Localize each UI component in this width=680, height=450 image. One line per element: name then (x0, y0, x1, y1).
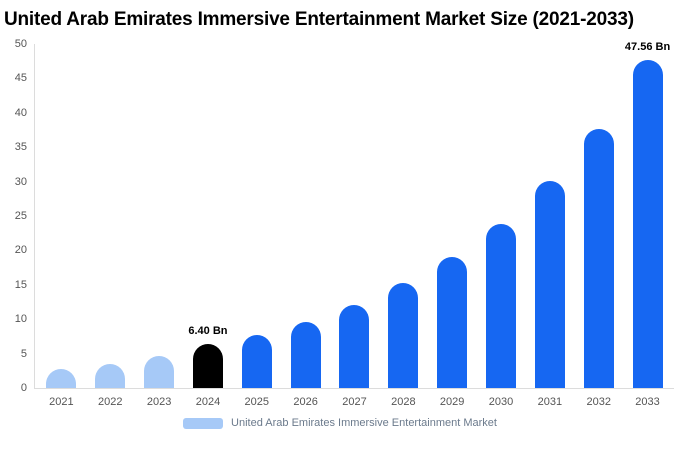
x-axis-label: 2021 (49, 396, 74, 408)
legend-swatch (183, 417, 224, 429)
y-axis-tick-label: 10 (14, 313, 27, 326)
y-axis-tick-label: 45 (14, 72, 27, 85)
y-axis-tick-label: 15 (14, 278, 27, 291)
y-axis-tick-label: 35 (14, 141, 27, 154)
bar-2023[interactable] (144, 356, 175, 388)
x-axis-label: 2031 (537, 396, 563, 408)
bar-value-label: 47.56 Bn (624, 40, 671, 53)
bar-2031[interactable] (534, 181, 565, 388)
bar-column: 2022 (87, 44, 133, 408)
y-axis-tick-label: 50 (14, 38, 27, 50)
bar-2025[interactable] (241, 334, 272, 388)
bar-column: 2032 (576, 44, 622, 408)
bar-2029[interactable] (437, 256, 468, 388)
bar-2026[interactable] (290, 321, 321, 388)
x-axis-label: 2027 (342, 396, 367, 408)
x-axis-label: 2032 (586, 396, 611, 408)
x-axis-label: 2029 (439, 396, 465, 408)
page-title: United Arab Emirates Immersive Entertain… (4, 9, 634, 30)
bar-column: 2028 (380, 44, 426, 408)
x-axis-label: 2026 (293, 396, 318, 408)
y-axis-tick-label: 5 (20, 347, 27, 360)
x-axis-label: 2022 (98, 396, 123, 408)
y-axis: 0 5 10 15 20 25 30 35 40 45 50 (1, 38, 29, 394)
y-axis-tick-label: 30 (14, 175, 27, 188)
x-axis-label: 2023 (146, 396, 172, 408)
x-axis-label: 2025 (244, 396, 270, 408)
bar-column: 2021 (38, 44, 84, 408)
bar-column: 2023 (136, 44, 182, 408)
bar-column: 2031 (527, 44, 573, 408)
bar-column: 6.40 Bn 2024 (185, 44, 231, 408)
x-axis-label: 2033 (635, 396, 660, 408)
bar-column: 47.56 Bn 2033 (624, 40, 671, 408)
bar-column: 2026 (283, 44, 329, 408)
y-axis-tick-label: 0 (20, 382, 27, 394)
x-axis-label: 2028 (391, 396, 416, 408)
bar-value-label: 6.40 Bn (188, 324, 228, 337)
legend[interactable]: United Arab Emirates Immersive Entertain… (0, 417, 680, 429)
bar-2021[interactable] (46, 368, 77, 388)
bar-2024[interactable] (192, 343, 223, 388)
bar-column: 2030 (478, 44, 524, 408)
y-axis-tick-label: 40 (14, 106, 27, 119)
bar-2027[interactable] (339, 305, 370, 388)
y-axis-tick-label: 20 (14, 244, 27, 257)
y-axis-tick-label: 25 (14, 210, 27, 222)
bar-2030[interactable] (486, 223, 517, 388)
bar-2033[interactable] (632, 59, 663, 388)
bar-column: 2027 (331, 44, 377, 408)
chart-area: 0 5 10 15 20 25 30 35 40 45 50 2021 2022 2023 6.40 Bn… (15, 38, 674, 408)
x-axis-label: 2024 (195, 396, 221, 408)
bar-2022[interactable] (95, 363, 126, 388)
plot-area: 2021 2022 2023 6.40 Bn 2024 2025 2026 2027 2028 2… (35, 40, 674, 408)
bar-2028[interactable] (388, 283, 419, 388)
x-axis-label: 2030 (488, 396, 514, 408)
bar-2032[interactable] (583, 128, 614, 388)
bar-column: 2025 (234, 44, 280, 408)
bar-column: 2029 (429, 44, 475, 408)
legend-label: United Arab Emirates Immersive Entertain… (231, 417, 497, 429)
